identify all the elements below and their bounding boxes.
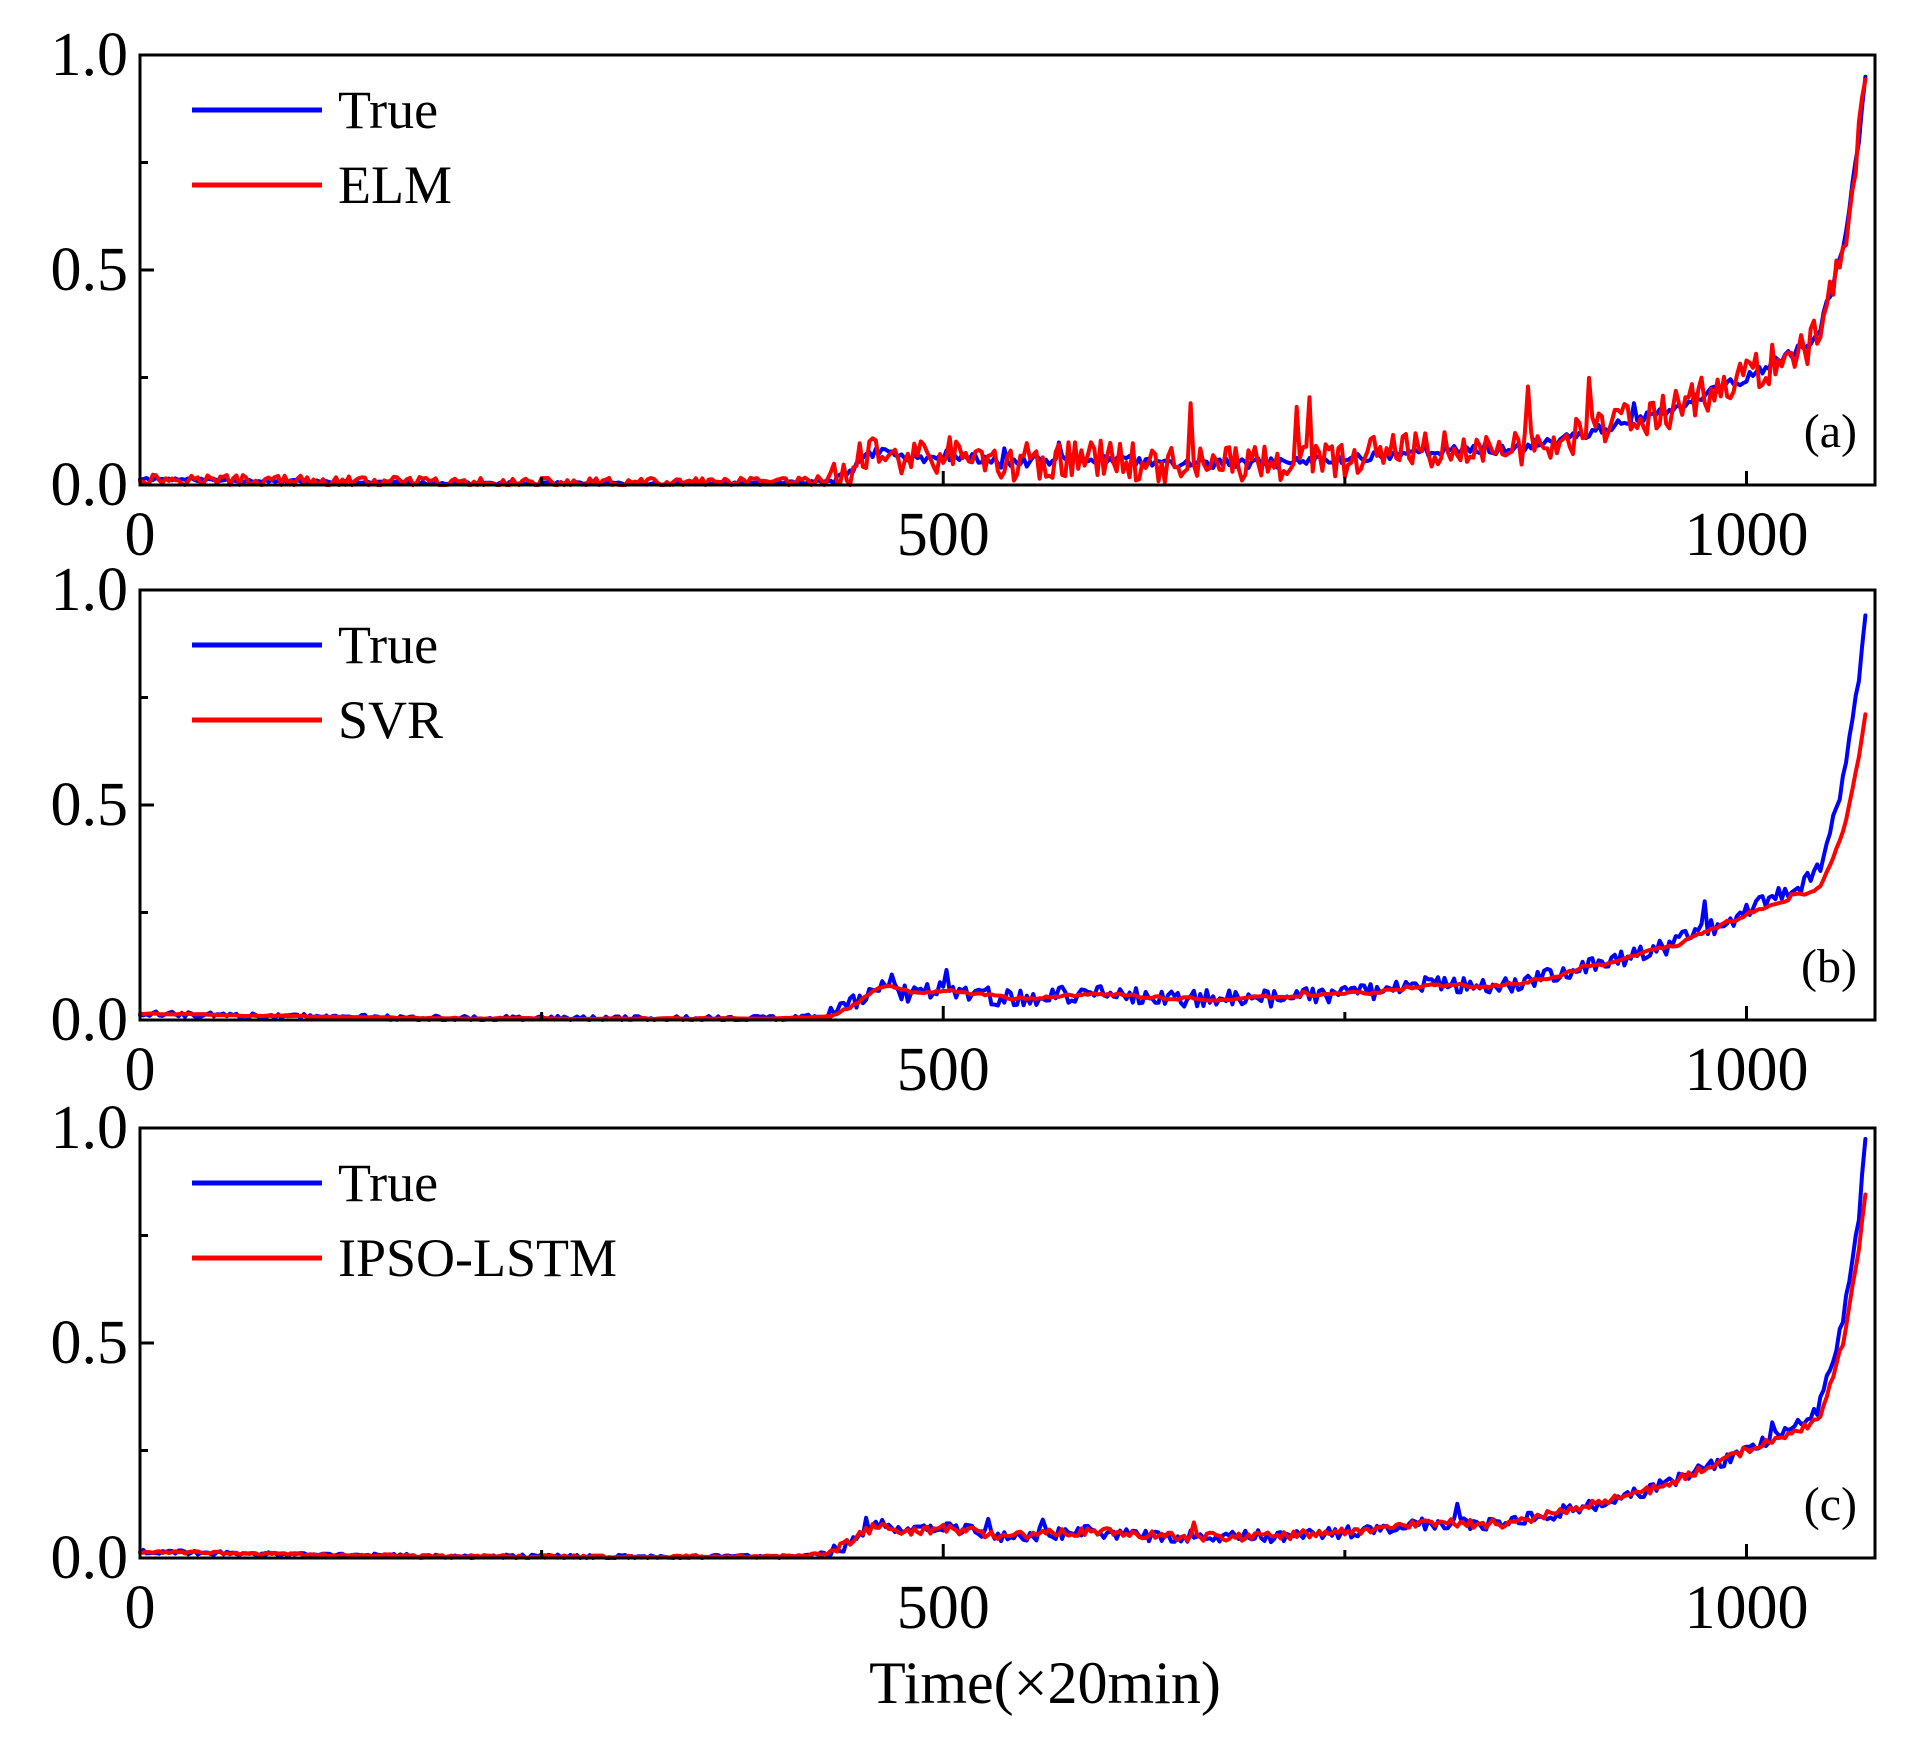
y-tick-label: 1.0 — [51, 21, 129, 89]
legend-label: IPSO-LSTM — [338, 1228, 617, 1288]
panel-3: 0.0 0.5 1.0 0 500 1000 True IPSO-LSTM (c) — [51, 1094, 1877, 1642]
x-tick-label: 500 — [897, 1036, 990, 1104]
legend-label: True — [338, 615, 438, 675]
panel-1: 0.0 0.5 1.0 0 500 1000 True ELM (a) — [51, 21, 1877, 569]
y-tick-label: 0.0 — [51, 1524, 129, 1592]
panel-label: (b) — [1801, 940, 1857, 993]
x-tick-label: 500 — [897, 1574, 990, 1642]
legend-label: SVR — [338, 690, 443, 750]
y-tick-label: 0.5 — [51, 771, 129, 839]
legend: True IPSO-LSTM — [192, 1153, 617, 1288]
legend: True ELM — [192, 80, 452, 215]
x-tick-label: 1000 — [1684, 1036, 1808, 1104]
x-tick-label: 500 — [897, 501, 990, 569]
y-tick-label: 0.0 — [51, 451, 129, 519]
x-tick-label: 1000 — [1684, 1574, 1808, 1642]
y-tick-label: 0.5 — [51, 1309, 129, 1377]
panel-label: (c) — [1804, 1478, 1857, 1531]
y-tick-label: 0.0 — [51, 986, 129, 1054]
series-line-ipso-lstm — [138, 1192, 1868, 1560]
y-tick-label: 1.0 — [51, 556, 129, 624]
x-tick-label: 0 — [125, 1574, 156, 1642]
legend-label: True — [338, 1153, 438, 1213]
y-tick-label: 0.5 — [51, 236, 129, 304]
y-tick-label: 1.0 — [51, 1094, 129, 1162]
legend: True SVR — [192, 615, 443, 750]
legend-label: ELM — [338, 155, 452, 215]
x-tick-label: 1000 — [1684, 501, 1808, 569]
x-tick-label: 0 — [125, 1036, 156, 1104]
series-line-true — [138, 613, 1868, 1022]
x-axis-label: Time(×20min) — [869, 1650, 1221, 1716]
panel-2: 0.0 0.5 1.0 0 500 1000 True SVR (b) — [51, 556, 1877, 1104]
series-line-svr — [138, 712, 1868, 1022]
x-tick-label: 0 — [125, 501, 156, 569]
series-line-elm — [138, 77, 1868, 487]
panel-label: (a) — [1804, 405, 1857, 458]
legend-label: True — [338, 80, 438, 140]
